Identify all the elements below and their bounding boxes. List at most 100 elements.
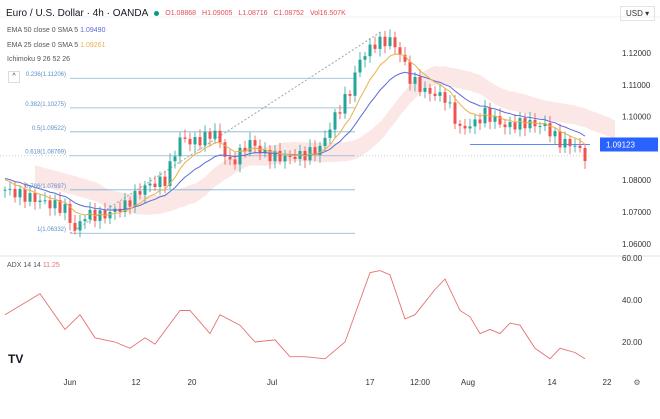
candle bbox=[528, 119, 532, 129]
candle bbox=[18, 188, 22, 198]
currency-select[interactable]: USD ▾ bbox=[620, 6, 656, 21]
fib-label: 0.786(1.07697) bbox=[25, 184, 66, 190]
price-tick: 1.10000 bbox=[622, 113, 651, 122]
candle bbox=[508, 122, 512, 128]
candle bbox=[243, 147, 247, 152]
candle bbox=[53, 200, 57, 209]
price-tick: 1.08000 bbox=[622, 176, 651, 185]
candle bbox=[403, 54, 407, 62]
candle bbox=[583, 147, 587, 162]
candle bbox=[188, 138, 192, 145]
candle bbox=[428, 87, 432, 94]
candle bbox=[498, 116, 502, 125]
ema25-line bbox=[4, 53, 586, 216]
candle bbox=[343, 94, 347, 114]
candle bbox=[288, 155, 292, 157]
ema25-legend[interactable]: EMA 25 close 0 SMA 5 1.09261 bbox=[7, 42, 105, 49]
candle bbox=[228, 156, 232, 160]
candle bbox=[78, 221, 82, 231]
candle bbox=[543, 123, 547, 127]
candle bbox=[73, 222, 77, 231]
candle bbox=[558, 131, 562, 148]
candle bbox=[198, 137, 202, 146]
time-tick: 12 bbox=[132, 378, 141, 387]
ema50-line bbox=[4, 71, 586, 211]
fib-label: 0.618(1.08769) bbox=[25, 150, 66, 156]
settings-icon: ⚙ bbox=[633, 378, 640, 387]
price-tick: 1.11000 bbox=[622, 81, 651, 90]
candle bbox=[23, 188, 27, 202]
current-price-label: 1.09123 bbox=[606, 140, 635, 149]
candle bbox=[103, 210, 107, 219]
ohlc-close: C1.08752 bbox=[273, 10, 304, 17]
candle bbox=[568, 138, 572, 147]
candle bbox=[193, 137, 197, 145]
fib-trend-line bbox=[69, 31, 381, 234]
candle bbox=[323, 137, 327, 146]
candle bbox=[463, 125, 467, 129]
candle bbox=[413, 76, 417, 84]
candle bbox=[443, 92, 447, 103]
candle bbox=[398, 47, 402, 55]
symbol-title[interactable]: Euro / U.S. Dollar · 4h · OANDA bbox=[6, 8, 149, 19]
ema50-value: 1.09490 bbox=[80, 27, 106, 34]
candle bbox=[83, 219, 87, 222]
candle bbox=[468, 126, 472, 129]
candle bbox=[38, 200, 42, 202]
candle bbox=[48, 200, 52, 209]
adx-value: 11.25 bbox=[42, 262, 60, 269]
candle bbox=[143, 185, 147, 195]
tradingview-logo: TV bbox=[8, 352, 23, 366]
candle bbox=[373, 44, 377, 49]
candle bbox=[408, 61, 412, 84]
candle bbox=[273, 150, 277, 162]
ema50-legend[interactable]: EMA 50 close 0 SMA 5 1.09490 bbox=[7, 27, 105, 34]
ichimoku-legend[interactable]: Ichimoku 9 26 52 26 bbox=[7, 56, 71, 63]
candle bbox=[478, 119, 482, 124]
candle bbox=[483, 107, 487, 124]
candle bbox=[503, 124, 507, 128]
candle bbox=[318, 145, 322, 155]
candle bbox=[123, 200, 127, 212]
candle bbox=[283, 155, 287, 162]
candle bbox=[418, 76, 422, 92]
ohlc-open: O1.08868 bbox=[165, 10, 197, 17]
candle bbox=[488, 107, 492, 122]
candle bbox=[448, 102, 452, 104]
time-tick: 14 bbox=[548, 378, 557, 387]
candle bbox=[328, 129, 332, 138]
candle bbox=[578, 145, 582, 148]
candle bbox=[573, 145, 577, 147]
candle bbox=[338, 112, 342, 114]
candle bbox=[293, 156, 297, 159]
candle bbox=[98, 210, 102, 221]
fib-label: 0.236(1.11206) bbox=[26, 72, 66, 78]
candle bbox=[553, 131, 557, 137]
candle bbox=[183, 137, 187, 139]
candle bbox=[513, 122, 517, 130]
adx-legend[interactable]: ADX 14 14 11.25 bbox=[7, 262, 60, 269]
ohlc-high: H1.09005 bbox=[202, 10, 233, 17]
time-tick: 17 bbox=[366, 378, 375, 387]
time-tick: Jun bbox=[64, 378, 77, 387]
candle bbox=[173, 156, 177, 162]
chevron-up-icon[interactable]: ^ bbox=[8, 71, 20, 83]
candle bbox=[13, 188, 17, 198]
candle bbox=[493, 116, 497, 122]
candle bbox=[353, 72, 357, 96]
candle bbox=[33, 193, 37, 202]
time-tick: 12:00 bbox=[410, 378, 431, 387]
candle bbox=[133, 191, 137, 207]
adx-tick: 40.00 bbox=[622, 296, 643, 305]
candle bbox=[63, 204, 67, 213]
candle bbox=[383, 36, 387, 47]
adx-tick: 20.00 bbox=[622, 338, 643, 347]
candle bbox=[438, 92, 442, 96]
candle bbox=[548, 123, 552, 137]
ema25-label: EMA 25 close 0 SMA 5 bbox=[7, 42, 79, 49]
candle bbox=[538, 126, 542, 128]
candle bbox=[128, 200, 132, 207]
candle bbox=[458, 123, 462, 126]
ema25-value: 1.09261 bbox=[80, 42, 106, 49]
